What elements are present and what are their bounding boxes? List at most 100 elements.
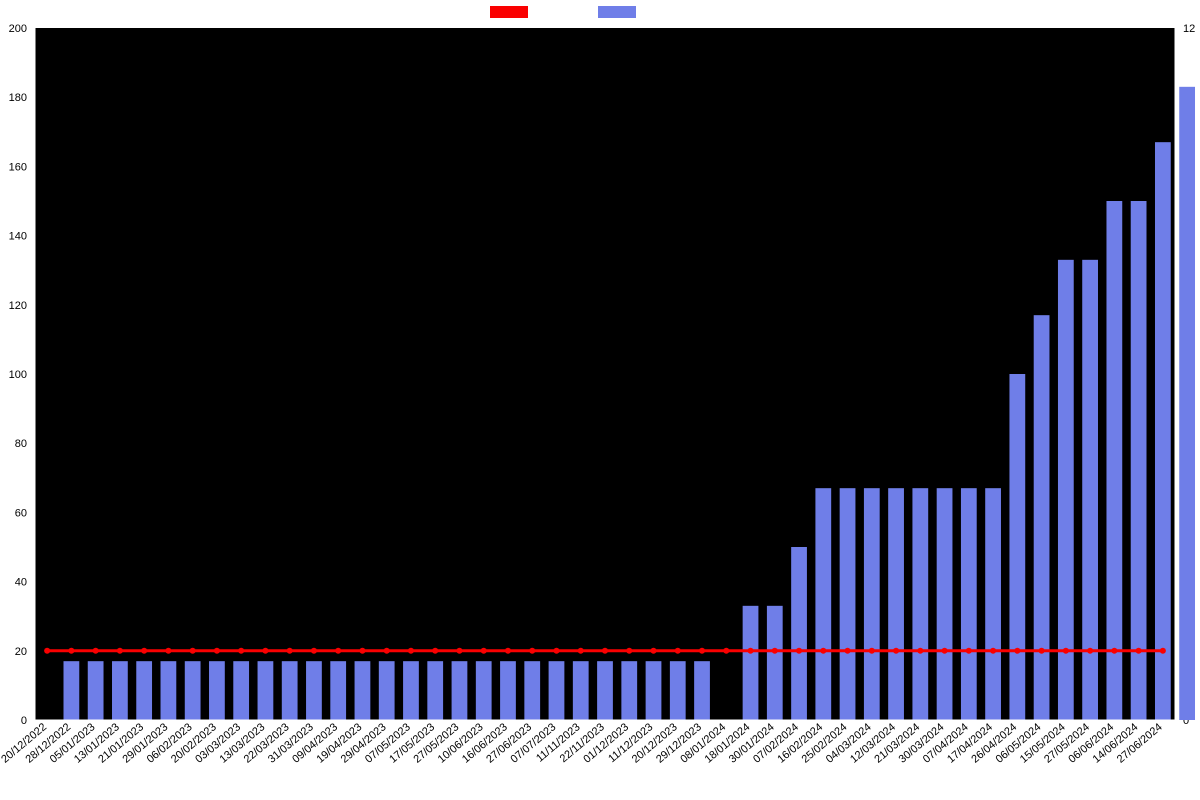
bar [379,661,395,720]
bar [597,661,613,720]
bar [64,661,80,720]
bar [694,661,710,720]
threshold-marker [165,648,171,654]
bar [646,661,662,720]
threshold-marker [214,648,220,654]
bar [1179,87,1195,720]
bar [355,661,371,720]
bar [621,661,637,720]
y-left-tick-label: 40 [15,577,27,589]
bar [1034,315,1050,720]
threshold-marker [117,648,123,654]
y-left-tick-label: 100 [9,369,27,381]
y-left-tick-label: 180 [9,92,27,104]
bar [1131,201,1147,720]
threshold-marker [1111,648,1117,654]
bar [330,661,346,720]
bar [403,661,419,720]
bar [233,661,249,720]
y-left-tick-label: 200 [9,23,27,35]
legend-swatch [490,6,528,18]
bar [1106,201,1122,720]
bar [306,661,322,720]
bar [500,661,516,720]
y-left-tick-label: 140 [9,231,27,243]
threshold-marker [942,648,948,654]
bar [185,661,201,720]
threshold-marker [141,648,147,654]
bar [549,661,565,720]
bar [815,488,831,720]
y-left-tick-label: 160 [9,161,27,173]
threshold-marker [699,648,705,654]
bar [209,661,225,720]
threshold-marker [1087,648,1093,654]
threshold-marker [335,648,341,654]
bar [912,488,928,720]
threshold-marker [44,648,50,654]
y-left-tick-label: 60 [15,507,27,519]
bar [476,661,492,720]
threshold-marker [553,648,559,654]
threshold-marker [626,648,632,654]
bar [961,488,977,720]
threshold-marker [384,648,390,654]
threshold-marker [1160,648,1166,654]
threshold-marker [359,648,365,654]
plot-background [35,28,1175,720]
threshold-marker [748,648,754,654]
threshold-marker [1014,648,1020,654]
threshold-marker [917,648,923,654]
bar [573,661,589,720]
threshold-marker [869,648,875,654]
bar [743,606,759,720]
bar [937,488,953,720]
bar [161,661,177,720]
bar [864,488,880,720]
threshold-marker [893,648,899,654]
bar [1155,142,1171,720]
bar [888,488,904,720]
threshold-marker [772,648,778,654]
threshold-marker [1039,648,1045,654]
y-left-tick-label: 120 [9,300,27,312]
legend-swatch [598,6,636,18]
bar [427,661,443,720]
threshold-marker [990,648,996,654]
bar [258,661,274,720]
y-right-tick-label: 12 [1183,23,1195,35]
bar [767,606,783,720]
threshold-marker [262,648,268,654]
threshold-marker [408,648,414,654]
y-left-tick-label: 80 [15,438,27,450]
threshold-marker [796,648,802,654]
bar [670,661,686,720]
threshold-marker [602,648,608,654]
threshold-marker [190,648,196,654]
threshold-marker [723,648,729,654]
threshold-marker [68,648,74,654]
threshold-marker [651,648,657,654]
threshold-marker [311,648,317,654]
dual-axis-chart: 02040608010012014016018020002468101220/1… [0,0,1200,800]
bar [452,661,468,720]
threshold-marker [1136,648,1142,654]
bar [840,488,856,720]
y-left-tick-label: 20 [15,646,27,658]
threshold-marker [481,648,487,654]
bar [136,661,152,720]
bar [112,661,128,720]
threshold-marker [456,648,462,654]
threshold-marker [93,648,99,654]
threshold-marker [432,648,438,654]
threshold-marker [529,648,535,654]
threshold-marker [675,648,681,654]
bar [524,661,540,720]
bar [791,547,807,720]
threshold-marker [820,648,826,654]
threshold-marker [966,648,972,654]
threshold-marker [287,648,293,654]
bar [1009,374,1025,720]
bar [88,661,104,720]
threshold-marker [238,648,244,654]
